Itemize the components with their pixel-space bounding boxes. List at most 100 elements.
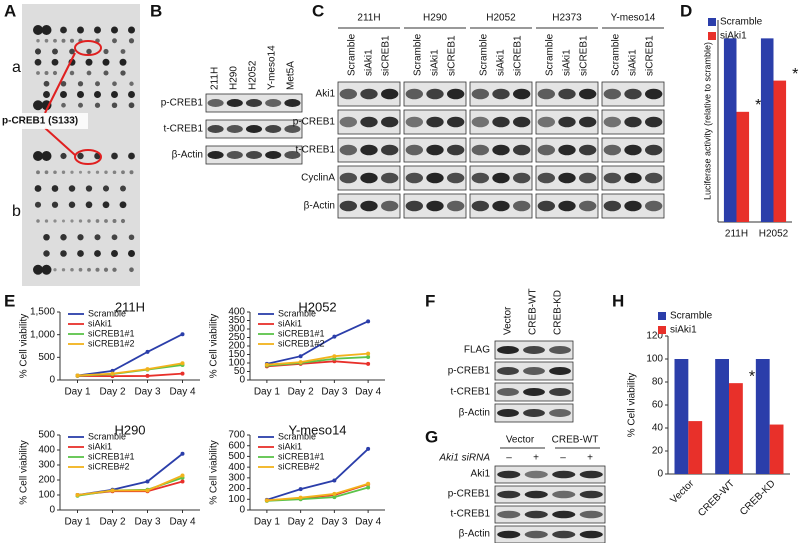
band — [578, 88, 597, 100]
y-tick-label: 300 — [228, 324, 245, 335]
legend-label: siCREB1#2 — [278, 338, 325, 348]
band — [523, 346, 545, 354]
dot — [61, 170, 66, 174]
y-tick-label: 250 — [228, 332, 245, 343]
x-tick-label: Day 4 — [169, 517, 196, 528]
dot — [69, 38, 75, 43]
bar — [674, 359, 689, 474]
dot — [112, 219, 117, 223]
band — [339, 200, 358, 212]
dot — [87, 267, 91, 272]
dot — [85, 185, 93, 192]
point — [180, 479, 185, 484]
legend-label: siCREB1#2 — [88, 338, 135, 348]
dot — [68, 201, 76, 208]
band — [579, 510, 603, 519]
arrow — [44, 52, 76, 114]
group-label: CREB-WT — [552, 435, 599, 446]
dot — [95, 219, 100, 223]
band — [426, 172, 444, 184]
band — [492, 88, 510, 100]
y-tick-label: 100 — [228, 494, 245, 505]
band — [207, 125, 224, 133]
band — [446, 200, 465, 212]
point — [264, 498, 269, 503]
y-axis-label: % Cell viability — [209, 440, 220, 504]
dot — [102, 201, 110, 209]
dot — [87, 219, 91, 223]
x-tick-label: Day 3 — [321, 517, 348, 528]
lane-label: Scramble — [611, 33, 622, 76]
y-tick-label: 400 — [38, 445, 55, 456]
dot — [111, 250, 118, 257]
y-tick-label: 0 — [239, 505, 245, 516]
x-tick-label: Day 1 — [254, 517, 281, 528]
band — [578, 116, 597, 128]
dot — [128, 38, 135, 44]
line — [77, 333, 183, 377]
dot — [120, 49, 126, 54]
band — [497, 490, 521, 499]
legend-label: Scramble — [278, 431, 316, 441]
lane-label: CREB-WT — [528, 288, 539, 335]
row-label: t-CREB1 — [296, 145, 336, 156]
x-tick-label: 211H — [725, 229, 748, 240]
band — [537, 144, 556, 156]
chart-title: 211H — [115, 299, 145, 314]
bar — [715, 359, 729, 474]
point — [298, 354, 303, 359]
row-label: Aki1 — [316, 89, 336, 100]
band — [405, 172, 424, 184]
line — [266, 482, 369, 502]
dot — [53, 170, 57, 175]
y-tick-label: 1,000 — [30, 329, 55, 340]
band — [405, 200, 424, 212]
dot — [129, 267, 134, 273]
dot — [60, 152, 67, 160]
band — [380, 88, 399, 100]
band — [265, 99, 282, 107]
legend-label: siCREB1#1 — [278, 328, 325, 338]
x-tick-label: Day 2 — [99, 387, 126, 398]
band — [512, 200, 531, 212]
lane-label: Scramble — [479, 33, 490, 76]
y-tick-label: 500 — [38, 430, 55, 441]
dot — [94, 234, 101, 241]
panel-label: H — [612, 291, 624, 310]
lane-label: siCREB1 — [579, 35, 590, 76]
dot — [128, 152, 135, 160]
band — [552, 530, 576, 539]
array-image — [22, 4, 140, 286]
point — [366, 481, 371, 486]
point — [366, 361, 371, 366]
legend-label: Scramble — [88, 308, 126, 318]
group-label: Vector — [506, 435, 535, 446]
band — [644, 172, 663, 184]
x-tick-label: CREB-WT — [696, 478, 737, 519]
dot — [78, 170, 83, 174]
lane-label: siCREB1 — [381, 35, 392, 76]
x-tick-label: Day 3 — [134, 387, 161, 398]
band — [497, 530, 521, 539]
lane-label: H290 — [229, 66, 240, 90]
legend-label: siAki1 — [278, 441, 302, 451]
point — [110, 488, 115, 493]
dot — [129, 81, 134, 86]
lane-label: siAki1 — [562, 49, 573, 76]
dot — [120, 218, 126, 224]
y-axis-label: Luciferase activity (relative to scrambl… — [702, 42, 712, 200]
y-tick-label: 120 — [646, 331, 663, 342]
legend-label: Scramble — [278, 308, 316, 318]
legend-label: siCREB1#1 — [278, 451, 325, 461]
row-label: β-Actin — [172, 150, 203, 161]
point — [145, 373, 150, 378]
band — [523, 409, 545, 417]
dot — [102, 58, 110, 66]
y-tick-label: 200 — [38, 475, 55, 486]
band — [360, 200, 378, 212]
row-label: t-CREB1 — [451, 509, 491, 520]
band — [523, 367, 545, 375]
point — [145, 488, 150, 493]
dot — [112, 267, 117, 272]
